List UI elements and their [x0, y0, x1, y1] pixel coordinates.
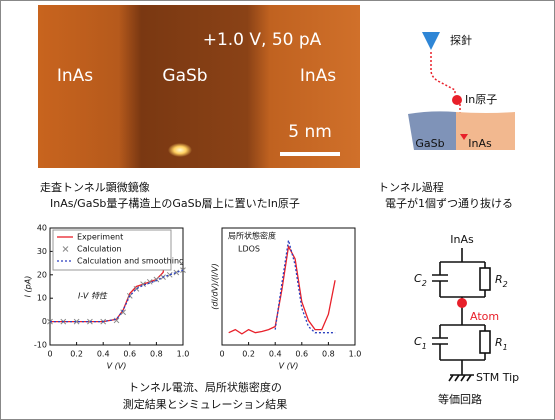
x-tick-label: 0.2 — [242, 350, 255, 359]
y-axis-title: I (pA) — [24, 276, 33, 298]
circuit-label: R1 — [495, 336, 508, 352]
stm-title: 走査トンネル顕微鏡像 — [40, 180, 150, 194]
y-axis-title: (dI/dV)/(I/V) — [211, 263, 220, 309]
y-tick-label: 30 — [37, 247, 47, 256]
x-tick-label: 0 — [219, 350, 224, 359]
circuit-label: R2 — [495, 273, 508, 289]
x-tick-label: 0.2 — [70, 350, 83, 359]
circuit-title: 等価回路 — [438, 392, 482, 406]
atom-node — [457, 298, 467, 308]
x-tick-label: 1.0 — [177, 350, 190, 359]
process-title: トンネル過程 — [378, 181, 444, 194]
subscript: 2 — [422, 279, 427, 288]
subscript: 1 — [503, 343, 508, 352]
circuit-label: InAs — [450, 233, 474, 246]
charts-caption: 測定結果とシミュレーション結果 — [123, 397, 288, 411]
y-tick-label: 10 — [37, 294, 47, 303]
process-subtitle: 電子が1個ずつ通り抜ける — [385, 196, 513, 210]
y-tick-label: 20 — [37, 270, 47, 279]
electron-path — [431, 52, 455, 94]
series-line — [50, 270, 183, 322]
x-tick-label: 0.6 — [123, 350, 136, 359]
x-tick-label: 0.6 — [295, 350, 308, 359]
figure: +1.0 V, 50 pA InAs GaSb InAs 5 nm 走査トンネル… — [0, 0, 555, 420]
annotation: LDOS — [238, 245, 260, 254]
charts-caption: トンネル電流、局所状態密度の — [128, 380, 282, 394]
page: +1.0 V, 50 pA InAs GaSb InAs 5 nm 走査トンネル… — [0, 0, 555, 420]
stm-label: GaSb — [162, 66, 207, 86]
stm-subtitle: InAs/GaSb量子構造上のGaSb層上に置いたIn原子 — [50, 196, 300, 210]
x-tick-label: 0.8 — [322, 350, 335, 359]
y-tick-label: 0 — [42, 317, 47, 326]
stm-label: InAs — [57, 66, 93, 86]
circuit-atom: Atom — [470, 310, 499, 323]
legend-label: Calculation and smoothing — [77, 257, 184, 266]
circuit-label: C2 — [414, 272, 427, 288]
x-tick-label: 0.4 — [269, 350, 282, 359]
stm-bias: +1.0 V, 50 pA — [203, 30, 322, 50]
annotation: 局所状態密度 — [228, 231, 276, 241]
legend-label: Experiment — [77, 233, 123, 242]
circuit-label: C1 — [414, 335, 427, 351]
stm-label: InAs — [300, 66, 336, 86]
atom-icon — [452, 95, 462, 105]
tip-label: 探針 — [450, 33, 472, 47]
x-tick-label: 0.8 — [150, 350, 163, 359]
x-tick-label: 0 — [47, 350, 52, 359]
legend-label: Calculation — [77, 245, 122, 254]
series-line — [229, 247, 335, 334]
x-axis-title: V (V) — [279, 362, 299, 371]
scale-label: 5 nm — [288, 122, 332, 142]
x-tick-label: 1.0 — [349, 350, 362, 359]
symbol: R — [495, 336, 503, 349]
layer-label: InAs — [468, 137, 492, 150]
layer-label: GaSb — [415, 137, 444, 150]
circuit-label: STM Tip — [476, 371, 519, 384]
y-tick-label: 40 — [37, 224, 47, 233]
x-axis-title: V (V) — [107, 362, 127, 371]
y-tick-label: -10 — [34, 341, 47, 350]
atom-label: In原子 — [465, 93, 497, 106]
x-tick-label: 0.4 — [97, 350, 110, 359]
in-atom-spot — [168, 143, 192, 157]
subscript: 2 — [503, 280, 508, 289]
tip-icon — [422, 32, 440, 50]
subscript: 1 — [422, 342, 427, 351]
symbol: R — [495, 273, 503, 286]
annotation: I-V 特性 — [78, 292, 108, 301]
